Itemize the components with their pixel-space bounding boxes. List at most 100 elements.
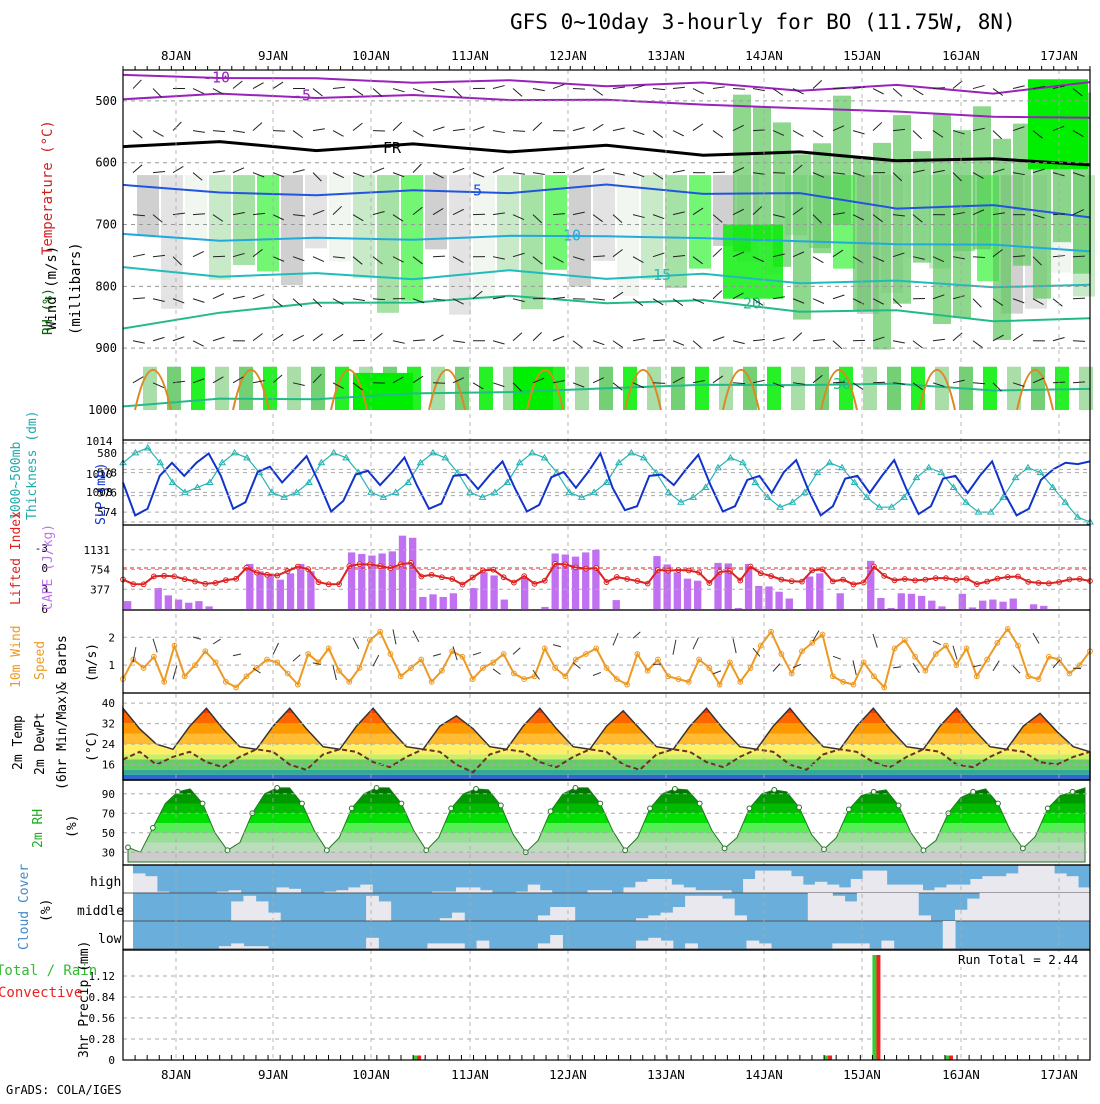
cloud-high — [994, 876, 1006, 893]
cape-bar — [399, 536, 406, 609]
rh-point — [747, 806, 752, 811]
axis-label-speed: Speed — [33, 641, 48, 680]
cape-bar — [775, 592, 782, 609]
cape-bar — [592, 550, 599, 609]
day-label-top: 9JAN — [258, 48, 288, 63]
wind-barb-10m — [473, 652, 481, 655]
run-total: Run Total = 2.44 — [958, 952, 1078, 967]
cloud-row-low: low — [98, 932, 122, 947]
wind-barb — [753, 130, 765, 131]
cape-bar — [155, 588, 162, 609]
wind-barb-10m — [673, 640, 676, 655]
wind-barb — [653, 383, 665, 384]
cape-bar — [378, 553, 385, 609]
cape-bar — [470, 588, 477, 609]
wind-barb-10m — [833, 656, 841, 659]
rh-shade — [767, 367, 781, 410]
cape-bar — [938, 606, 945, 609]
axis-label-cloud-units: (%) — [39, 899, 54, 922]
day-label-bottom: 11JAN — [451, 1067, 489, 1082]
wind-barb — [573, 89, 585, 90]
cloud-high — [875, 871, 887, 893]
cape-bar — [440, 597, 447, 609]
slp-tick: 1014 — [86, 435, 113, 448]
axis-label-minmax: (6hr Min/Max) — [55, 688, 70, 790]
cape-tick: 1131 — [84, 544, 111, 557]
wind-barb-10m — [733, 638, 736, 653]
wind-barb-10m — [893, 667, 901, 668]
rh-point — [126, 845, 131, 850]
wind-barb-10m — [593, 672, 601, 675]
panel-border — [123, 950, 1090, 1060]
cape-bar — [195, 601, 202, 609]
cape-bar — [816, 573, 823, 609]
day-label-top: 8JAN — [161, 48, 191, 63]
panel-border — [123, 610, 1090, 693]
cloud-middle — [1004, 893, 1017, 921]
cape-bar — [124, 601, 131, 609]
precip-total-bar — [945, 1056, 949, 1061]
cloud-middle — [661, 913, 674, 921]
cloud-middle — [992, 893, 1005, 921]
cape-bar — [898, 593, 905, 609]
rh-shade — [479, 367, 493, 410]
y-tick-label: 700 — [95, 218, 117, 232]
wind-barb-10m — [993, 661, 999, 671]
rh-shade — [791, 367, 805, 410]
rh-shade — [911, 367, 925, 410]
sounding-footer — [123, 410, 1090, 440]
cape-bar — [185, 603, 192, 609]
contour-label: -10 — [203, 68, 230, 86]
rh-band — [123, 784, 1090, 795]
y-tick-label: 50 — [102, 827, 115, 840]
precip-conv-bar — [417, 1056, 421, 1061]
axis-label-temp: Temperature (°C) — [40, 120, 56, 255]
cloud-high — [635, 882, 647, 893]
rh-shade — [353, 175, 375, 278]
cape-tick: 754 — [90, 564, 110, 577]
y-tick-label: 800 — [95, 279, 117, 293]
axis-label-rh: RH (%) — [41, 288, 56, 335]
day-label-top: 16JAN — [942, 48, 980, 63]
chart-title: GFS 0~10day 3-hourly for BO (11.75W, 8N) — [510, 10, 1016, 34]
rh-shade — [281, 175, 303, 285]
rh-shade — [719, 367, 733, 410]
cloud-middle — [894, 893, 907, 921]
wind-barb-10m — [853, 660, 856, 675]
axis-label-temp-units: (°C) — [85, 731, 100, 762]
cape-bar — [653, 556, 660, 609]
cloud-low — [538, 943, 551, 949]
cloud-high — [289, 889, 301, 893]
day-label-top: 15JAN — [843, 48, 881, 63]
cloud-middle — [1078, 893, 1091, 921]
cloud-high — [827, 885, 839, 893]
cape-bar — [165, 595, 172, 609]
rh-band — [123, 813, 1090, 824]
rh-shade — [793, 154, 811, 319]
wind-barb — [1073, 256, 1085, 257]
wind-barb-10m — [693, 638, 699, 650]
cloud-high — [528, 885, 540, 893]
precip-total-bar — [413, 1056, 417, 1061]
cape-bar — [348, 552, 355, 609]
wind-barb — [833, 382, 845, 383]
axis-label-barbs: & Barbs — [55, 635, 70, 690]
axis-label-rh2m: 2m RH — [31, 809, 46, 848]
cloud-middle — [1016, 893, 1029, 921]
rh-shade — [933, 115, 951, 324]
cloud-middle — [906, 893, 919, 921]
cloud-middle — [1041, 893, 1054, 921]
y-tick-label: 40 — [102, 697, 115, 710]
cloud-middle — [832, 896, 845, 921]
rh-point — [573, 786, 578, 791]
rh-shade — [833, 96, 851, 225]
y-tick-label: 2 — [108, 631, 115, 644]
contour-label: FR — [383, 139, 402, 157]
axis-label-millibars: (millibars) — [68, 242, 84, 335]
day-label-top: 14JAN — [745, 48, 783, 63]
day-label-bottom: 17JAN — [1040, 1067, 1078, 1082]
cape-bar — [735, 608, 742, 609]
cloud-high — [767, 871, 779, 893]
cape-bar — [501, 600, 508, 609]
rh-band — [123, 823, 1090, 834]
